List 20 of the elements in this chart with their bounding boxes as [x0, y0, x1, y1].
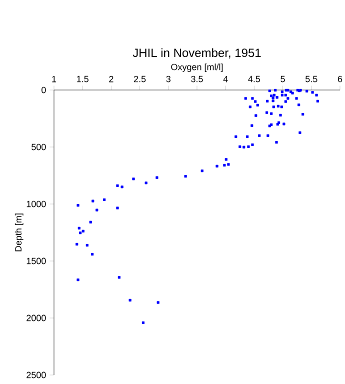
y-axis-title: Depth [m]: [14, 214, 24, 252]
x-tick-label: 5.5: [305, 76, 318, 82]
x-tick-label: 4: [223, 76, 228, 82]
x-axis-title: Oxygen [ml/l]: [171, 64, 223, 72]
y-tick-label: 2500: [26, 372, 46, 378]
y-tick-label: 0: [42, 86, 46, 94]
y-tick-label: 1000: [26, 200, 46, 208]
x-tick-label: 1: [52, 76, 56, 82]
y-tick-label: 1500: [26, 258, 46, 264]
x-tick-label: 3: [166, 76, 170, 82]
x-tick-label: 2: [109, 76, 114, 82]
x-tick-label: 1.5: [77, 76, 88, 82]
x-tick-label: 6: [338, 76, 342, 82]
y-tick-label: 500: [32, 144, 46, 150]
chart-title: JHIL in November, 1951: [132, 48, 261, 58]
x-tick-label: 5: [280, 76, 285, 82]
x-tick-label: 3.5: [191, 76, 203, 82]
x-tick-label: 4.5: [248, 76, 260, 82]
y-tick-label: 2000: [26, 314, 46, 322]
x-tick-label: 2.5: [134, 76, 146, 82]
